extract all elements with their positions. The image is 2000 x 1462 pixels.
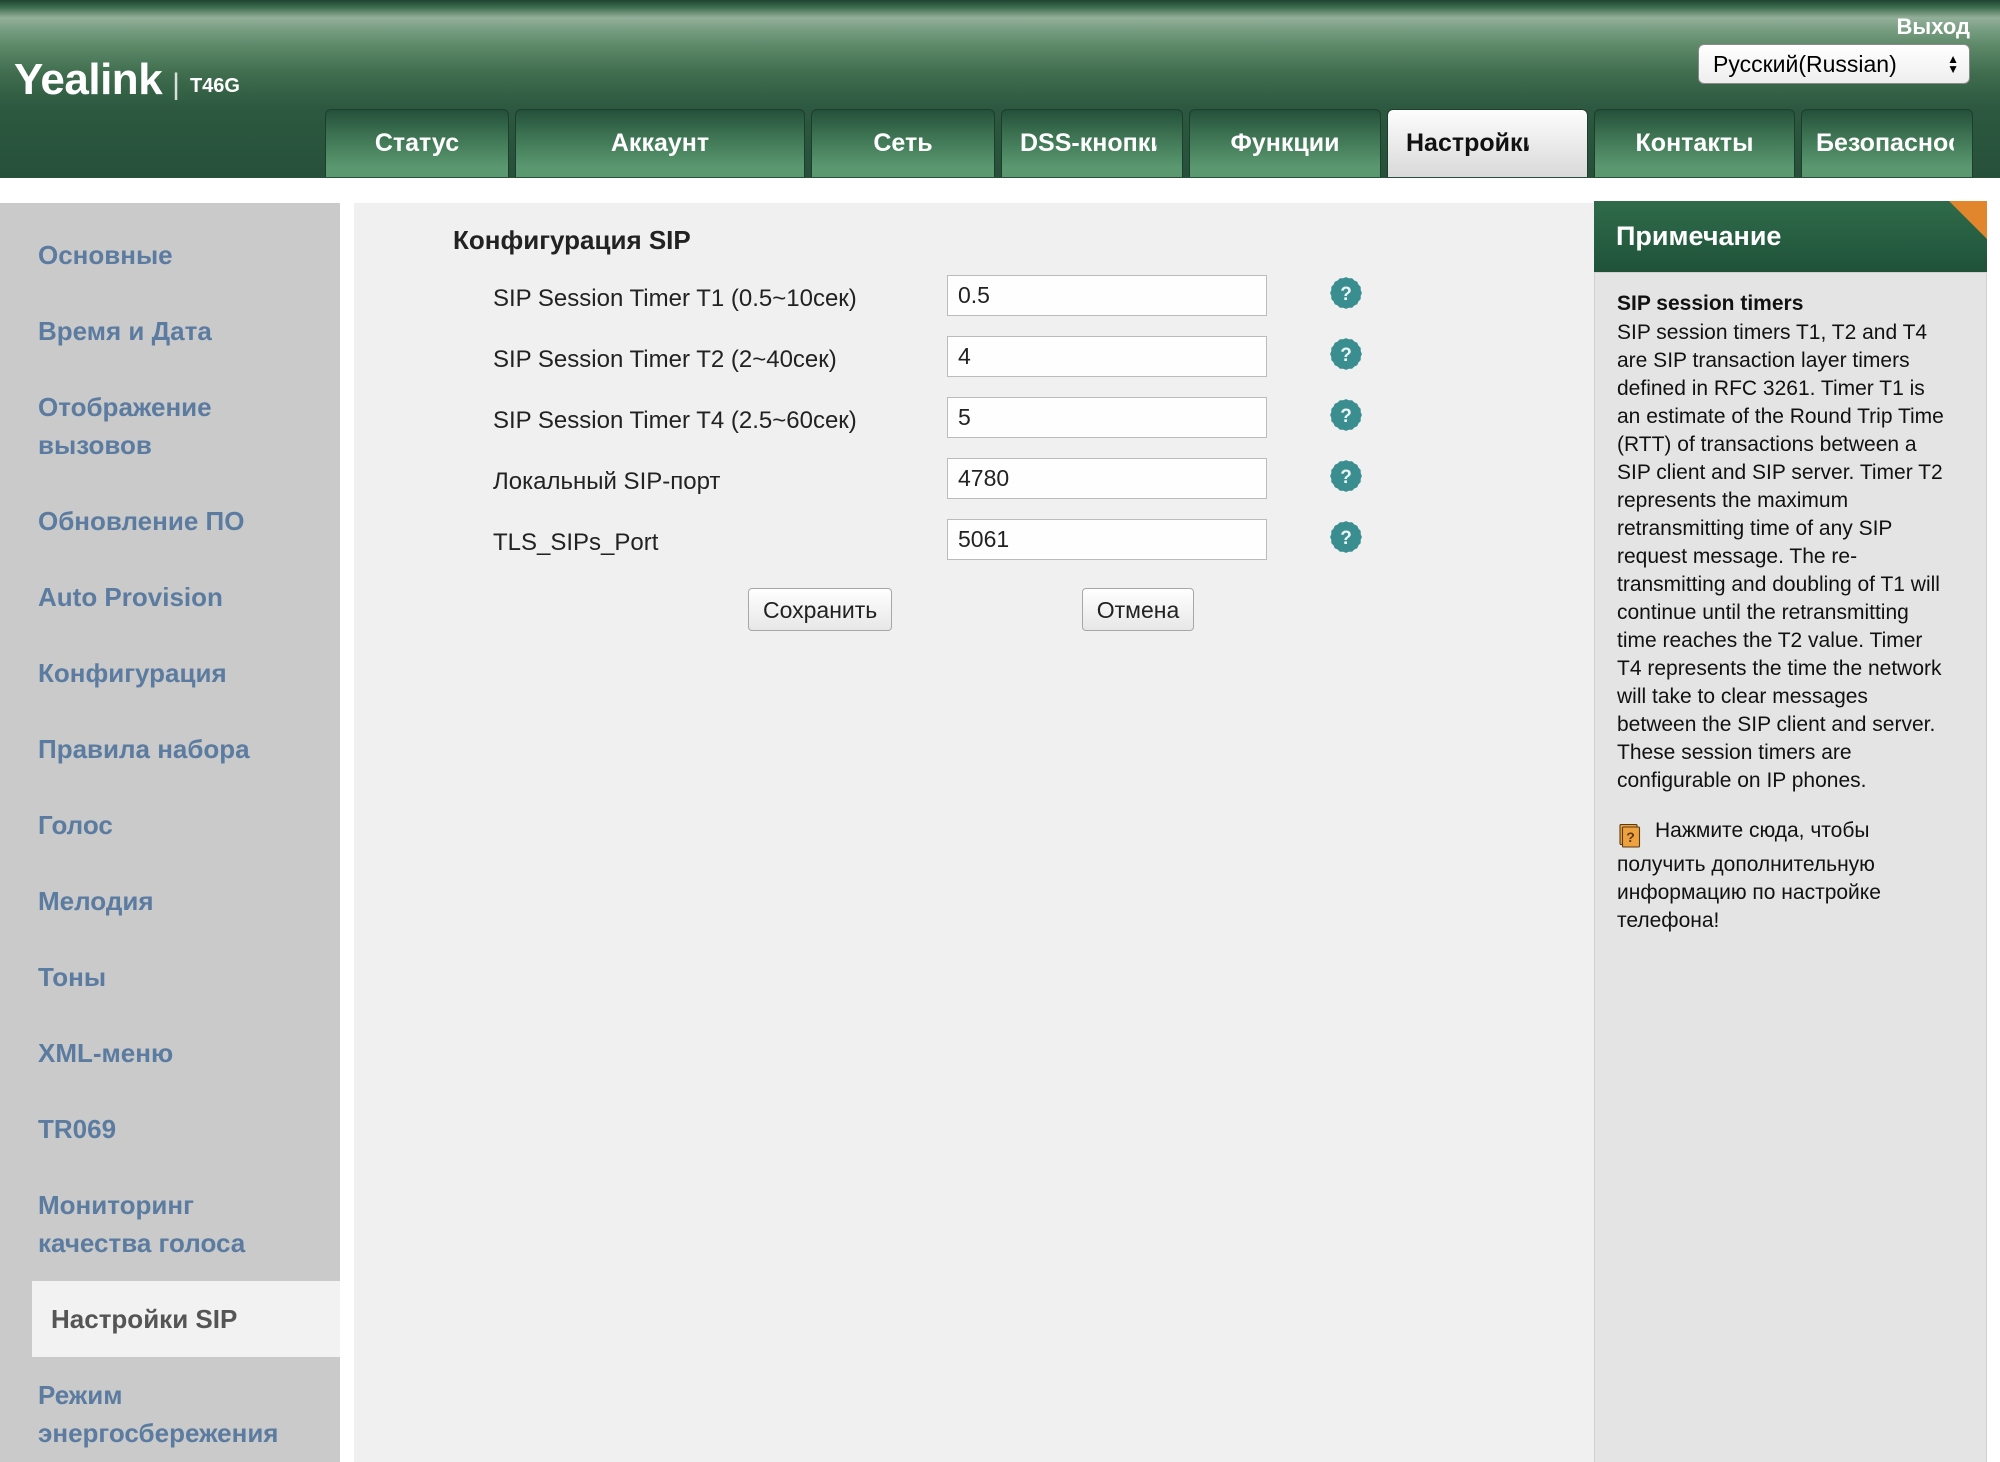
svg-text:?: ? bbox=[1340, 406, 1352, 427]
svg-text:?: ? bbox=[1626, 829, 1635, 845]
svg-text:?: ? bbox=[1340, 345, 1352, 366]
svg-text:?: ? bbox=[1340, 528, 1352, 549]
svg-text:?: ? bbox=[1340, 284, 1352, 305]
svg-text:?: ? bbox=[1340, 467, 1352, 488]
